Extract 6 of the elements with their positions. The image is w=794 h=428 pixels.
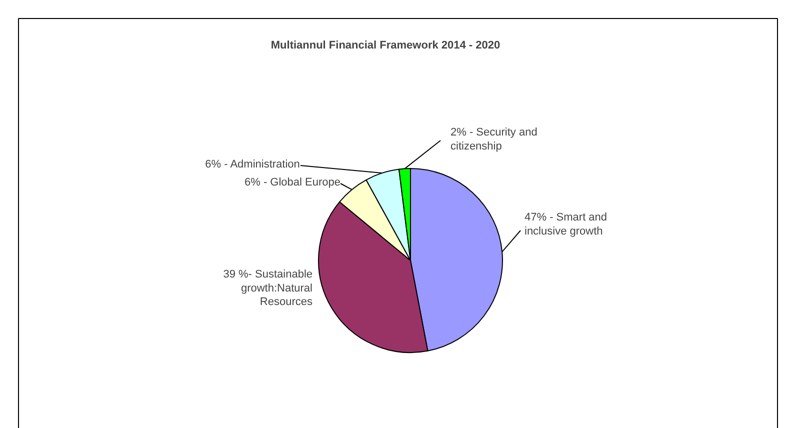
slice-label: 39 %- Sustainable growth:Natural Resources <box>223 268 313 308</box>
slice-label: 6% - Administration <box>205 158 300 170</box>
chart-title: Multiannul Financial Framework 2014 - 2020 <box>270 40 500 52</box>
slice-label: 6% - Global Europe <box>244 176 340 188</box>
slice-label: 47% - Smart and inclusive growth <box>524 212 608 238</box>
slice-label: 2% - Security and citizenship <box>450 126 538 152</box>
